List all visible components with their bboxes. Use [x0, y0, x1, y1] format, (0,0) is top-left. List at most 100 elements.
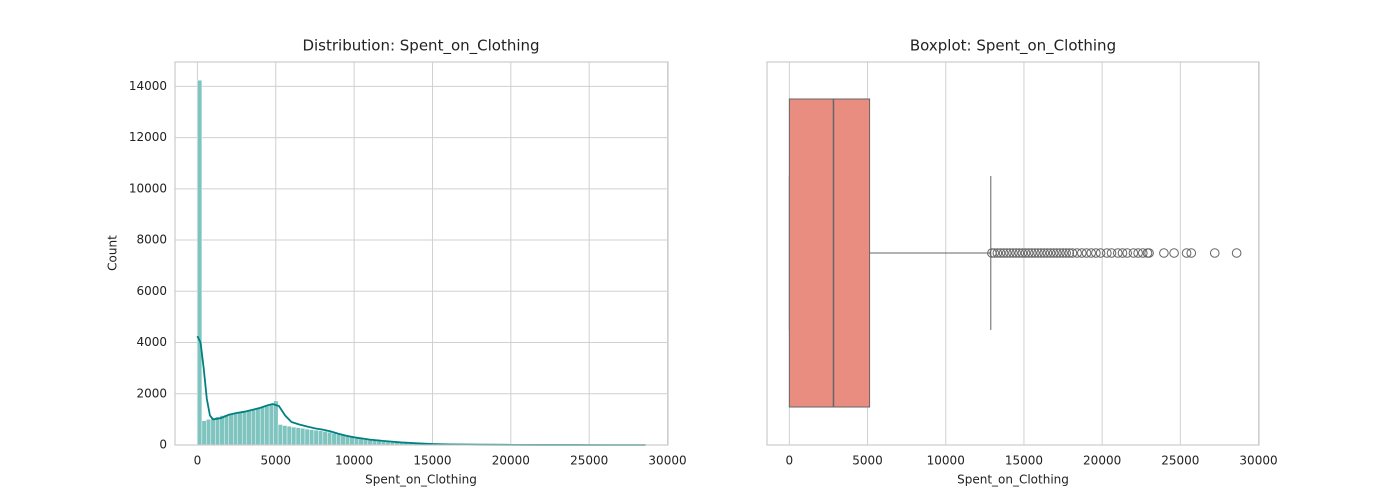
outlier [1061, 248, 1071, 258]
outlier [1017, 248, 1028, 258]
outlier [1077, 248, 1087, 258]
histogram-bar [219, 415, 225, 446]
outlier [1026, 248, 1037, 258]
outlier [1122, 248, 1132, 258]
histogram-bar [300, 428, 306, 446]
kde-line [196, 335, 646, 446]
histogram-bar [268, 404, 274, 446]
y-tick-label: 14000 [129, 79, 167, 93]
outlier [1209, 248, 1220, 258]
outlier [1159, 248, 1169, 258]
x-tick-label: 20000 [492, 454, 530, 468]
histogram-bar [246, 410, 252, 446]
histogram-bar [255, 408, 261, 446]
y-tick-label: 2000 [136, 386, 167, 400]
chart-title: Distribution: Spent_on_Clothing [302, 37, 539, 56]
histogram-bar [228, 413, 234, 446]
outlier [1091, 248, 1101, 258]
y-tick-label: 4000 [136, 335, 167, 349]
histogram-bar [349, 437, 355, 446]
outlier [1102, 248, 1112, 258]
outlier [1014, 248, 1025, 258]
histogram-bar [215, 416, 221, 446]
histogram-bar [309, 429, 315, 446]
x-tick-label: 15000 [413, 454, 451, 468]
y-tick-label: 10000 [129, 181, 167, 195]
histogram-bar [242, 411, 247, 446]
x-tick-label: 10000 [335, 454, 373, 468]
y-tick-label: 8000 [136, 233, 167, 247]
outlier [1138, 248, 1148, 258]
outlier [1086, 248, 1096, 258]
x-tick-label: 30000 [1239, 454, 1277, 468]
histogram-bar [327, 431, 333, 446]
outlier [1036, 248, 1046, 258]
outlier [1023, 248, 1034, 258]
chart-title: Boxplot: Spent_on_Clothing [910, 37, 1116, 56]
x-tick-label: 0 [786, 454, 794, 468]
axes-frame [174, 61, 669, 446]
histogram-bar [233, 412, 238, 446]
x-tick-label: 15000 [1005, 454, 1043, 468]
histogram-bar [313, 429, 319, 446]
histogram-bar [295, 427, 301, 446]
histogram-bar [259, 407, 265, 446]
outlier [1005, 248, 1015, 258]
histogram-bar [304, 428, 310, 446]
outlier [1055, 248, 1065, 258]
x-tick-label: 5000 [260, 454, 291, 468]
outlier [1045, 248, 1056, 258]
x-tick-label: 30000 [648, 454, 686, 468]
outlier [1231, 248, 1242, 258]
outlier [1051, 248, 1062, 258]
outlier [992, 248, 1003, 258]
x-tick-label: 25000 [570, 454, 608, 468]
outlier [998, 248, 1009, 258]
x-tick-label: 5000 [852, 454, 883, 468]
outlier [1144, 248, 1154, 258]
outlier [1030, 248, 1040, 258]
outlier [1186, 248, 1197, 258]
outlier [1067, 248, 1078, 258]
x-tick-label: 25000 [1161, 454, 1199, 468]
x-tick-label: 0 [194, 454, 202, 468]
histogram-bar [367, 439, 373, 446]
outlier [1112, 248, 1123, 258]
histogram-bar [210, 417, 216, 446]
outlier [1042, 248, 1053, 258]
outlier [1058, 248, 1068, 258]
histogram-bar [264, 405, 270, 446]
y-tick-label: 6000 [136, 284, 167, 298]
histogram-bar [197, 79, 203, 446]
histogram-bar [286, 426, 292, 446]
outlier [1169, 248, 1179, 258]
outlier [1106, 248, 1117, 258]
outlier [1095, 248, 1106, 258]
outlier [1081, 248, 1092, 258]
outlier [1117, 248, 1128, 258]
histogram-bar [273, 400, 279, 446]
outlier [1008, 248, 1018, 258]
histogram-bar [237, 412, 243, 446]
x-tick-label: 20000 [1083, 454, 1121, 468]
outlier [995, 248, 1006, 258]
axes-frame [766, 61, 1260, 446]
histogram-bar [291, 426, 297, 446]
histogram-bar [354, 437, 359, 446]
outlier [1039, 248, 1050, 258]
histogram-bar [336, 434, 342, 446]
x-axis-label: Spent_on_Clothing [957, 473, 1069, 487]
outlier [1064, 248, 1075, 258]
histogram-bar [224, 414, 229, 446]
histogram-bar [250, 409, 256, 446]
y-tick-label: 0 [159, 438, 167, 452]
outlier [1020, 248, 1031, 258]
histogram-bar [372, 440, 377, 446]
outlier [1033, 248, 1043, 258]
y-tick-label: 12000 [129, 130, 167, 144]
y-axis-label: Count [106, 235, 120, 271]
box [788, 98, 871, 408]
outlier [1011, 248, 1021, 258]
outlier [1048, 248, 1059, 258]
